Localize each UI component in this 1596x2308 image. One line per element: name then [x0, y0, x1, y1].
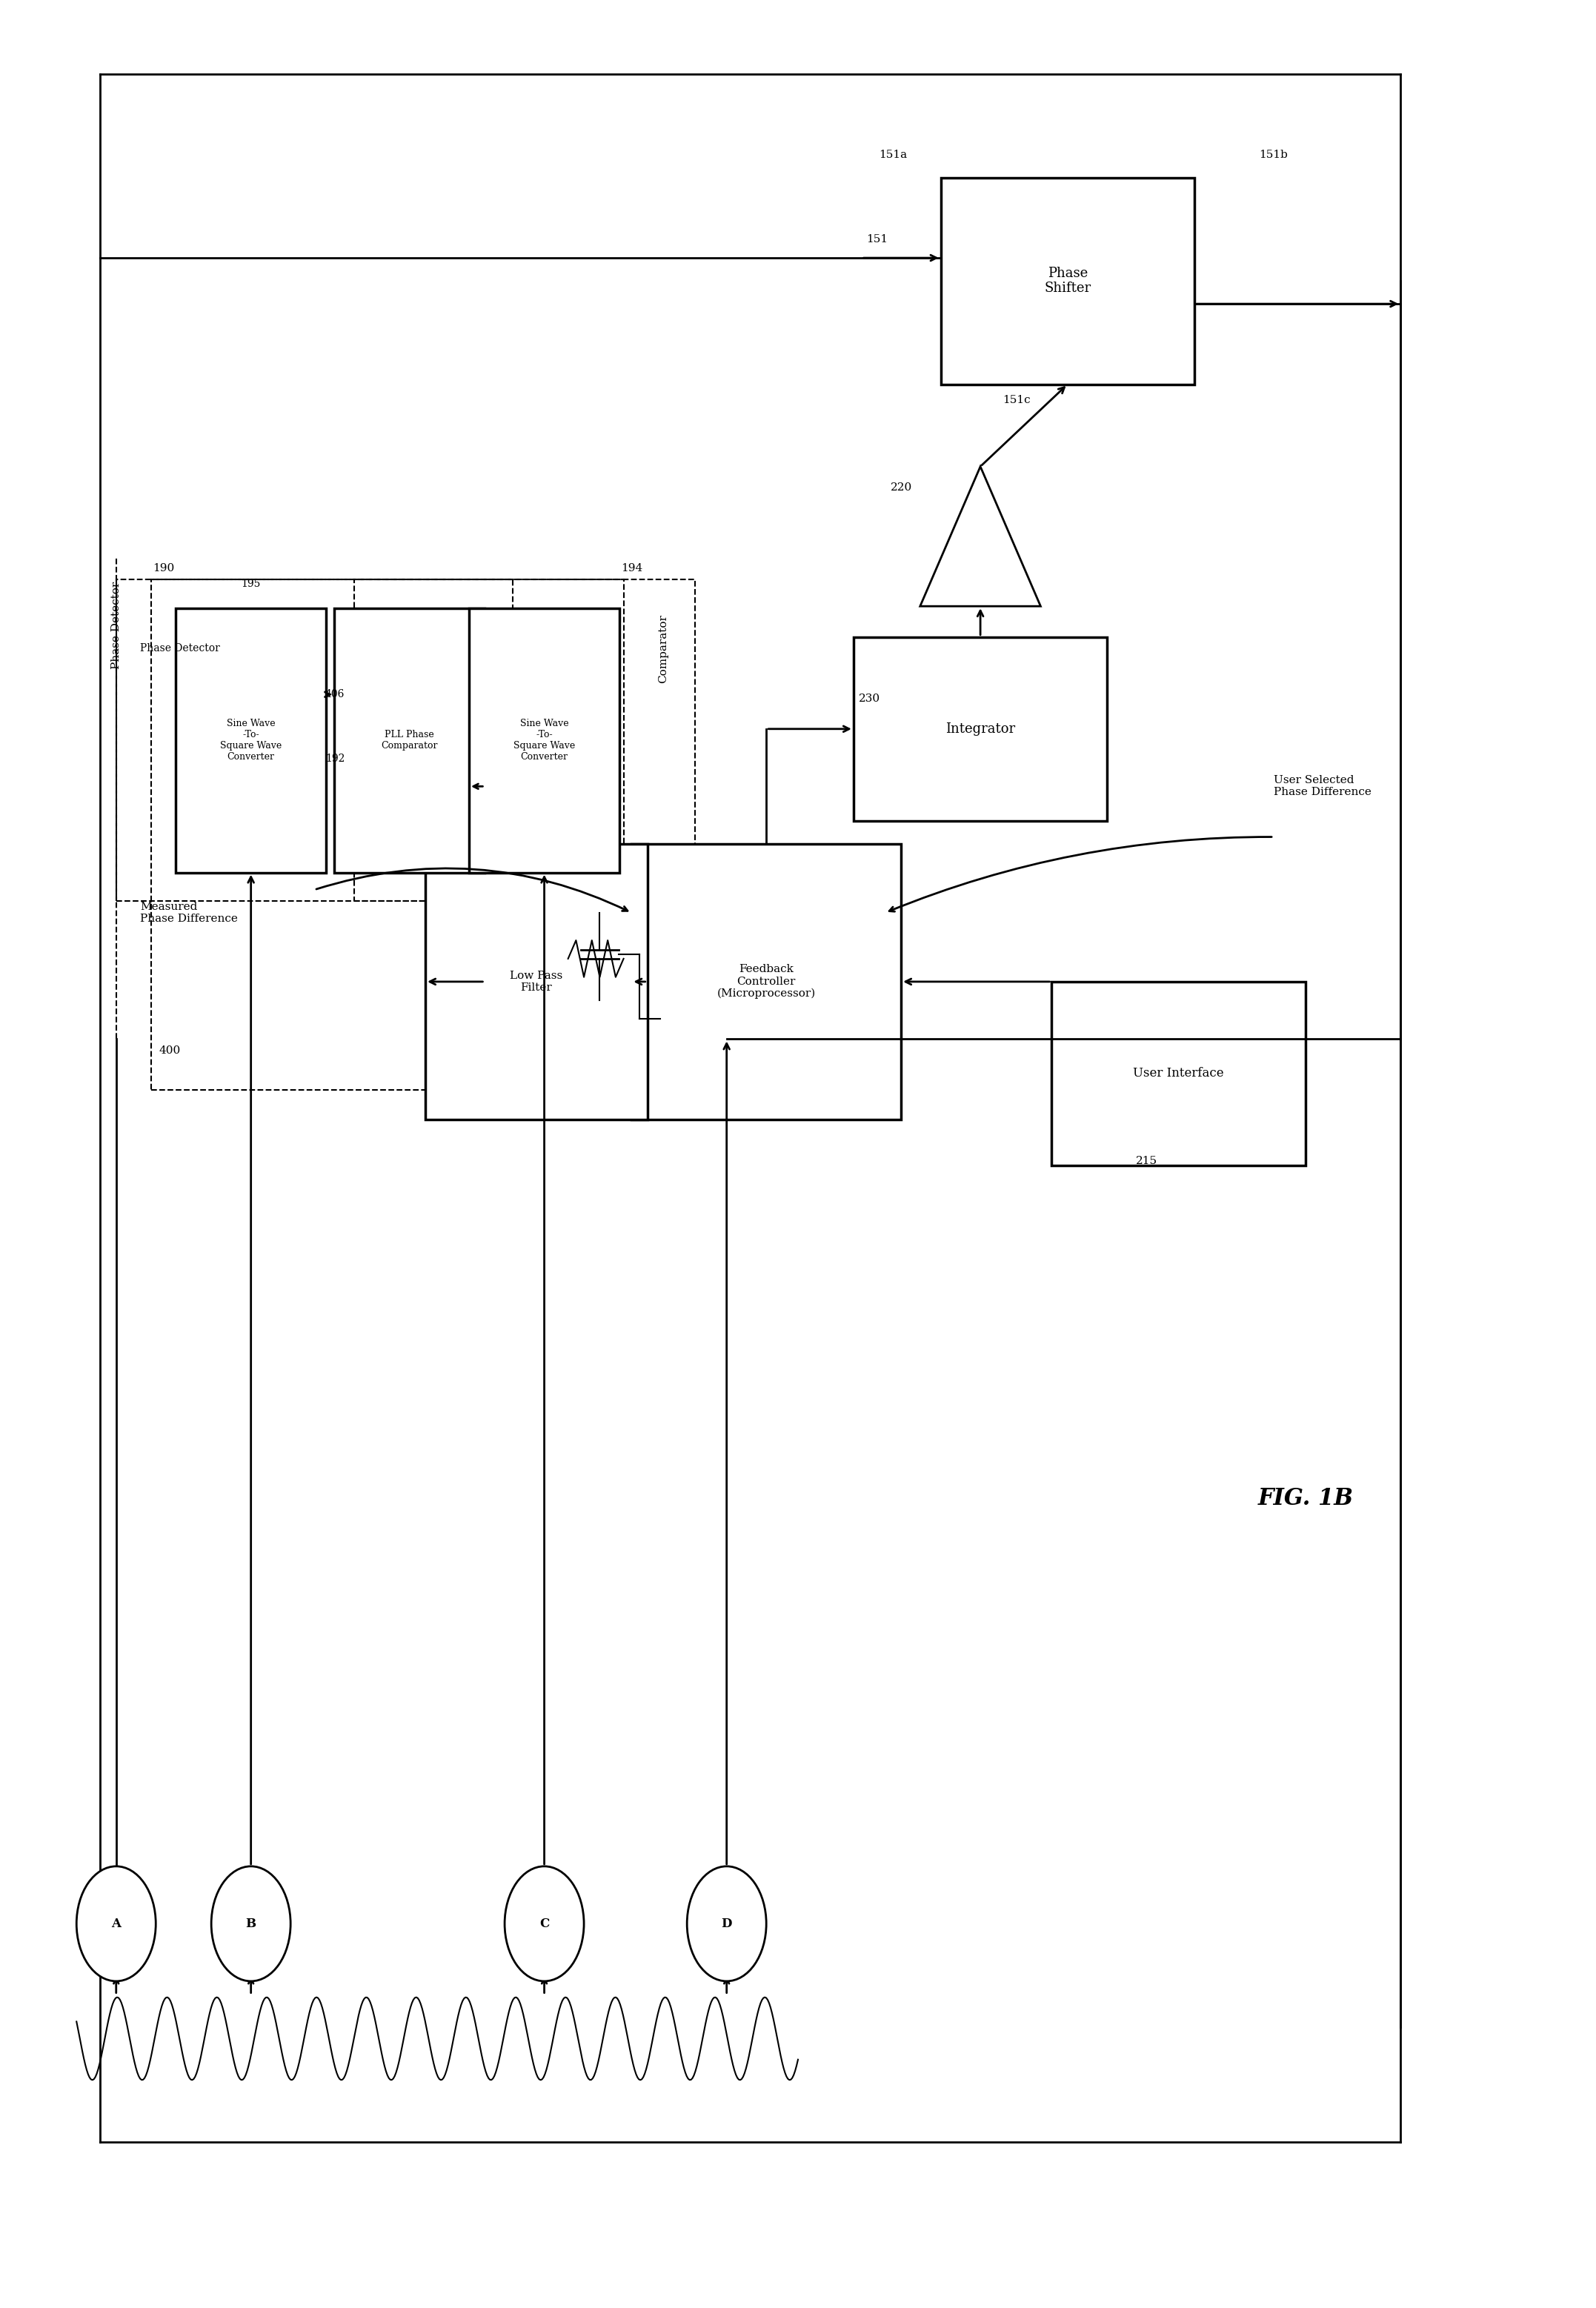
Bar [940, 178, 1194, 383]
Text: Feedback
Controller
(Microprocessor): Feedback Controller (Microprocessor) [717, 965, 816, 999]
Bar [334, 609, 485, 872]
Bar [854, 637, 1108, 822]
Text: 151a: 151a [879, 150, 907, 159]
Text: User Interface: User Interface [1133, 1066, 1224, 1080]
Text: 220: 220 [891, 482, 911, 494]
Bar [1052, 981, 1306, 1166]
Text: 195: 195 [241, 579, 260, 589]
Circle shape [211, 1867, 290, 1980]
Bar [354, 579, 624, 900]
Text: D: D [721, 1918, 733, 1929]
Text: FIG. 1B: FIG. 1B [1258, 1486, 1353, 1509]
Text: C: C [539, 1918, 549, 1929]
Bar [152, 579, 694, 1089]
Text: User Selected
Phase Difference: User Selected Phase Difference [1274, 775, 1371, 799]
Text: 194: 194 [621, 563, 642, 572]
Circle shape [686, 1867, 766, 1980]
Bar [117, 579, 512, 900]
Text: Sine Wave
-To-
Square Wave
Converter: Sine Wave -To- Square Wave Converter [220, 718, 282, 762]
Bar [469, 609, 619, 872]
Text: 210: 210 [629, 1046, 650, 1055]
Text: Integrator: Integrator [945, 722, 1015, 736]
Text: Measured
Phase Difference: Measured Phase Difference [140, 902, 238, 923]
Circle shape [77, 1867, 156, 1980]
Polygon shape [921, 466, 1041, 607]
Bar [632, 845, 902, 1119]
Text: 230: 230 [859, 695, 879, 704]
Text: 406: 406 [326, 690, 345, 699]
Text: 190: 190 [153, 563, 174, 572]
Text: 400: 400 [160, 1046, 180, 1055]
Text: 151b: 151b [1259, 150, 1288, 159]
Circle shape [504, 1867, 584, 1980]
Text: Low Pass
Filter: Low Pass Filter [511, 969, 563, 992]
Text: 151: 151 [867, 235, 887, 245]
Text: Phase Detector: Phase Detector [140, 644, 220, 653]
Text: 215: 215 [1136, 1156, 1157, 1166]
Text: Phase
Shifter: Phase Shifter [1044, 265, 1092, 295]
Text: 192: 192 [326, 755, 345, 764]
Text: Phase Detector: Phase Detector [112, 582, 121, 669]
Text: B: B [246, 1918, 257, 1929]
Text: PLL Phase
Comparator: PLL Phase Comparator [381, 729, 437, 750]
Bar [176, 609, 326, 872]
Bar [426, 845, 648, 1119]
Text: A: A [112, 1918, 121, 1929]
Text: 200: 200 [423, 866, 444, 877]
Text: Comparator: Comparator [658, 614, 669, 683]
Text: 151c: 151c [1002, 395, 1031, 406]
Text: Sine Wave
-To-
Square Wave
Converter: Sine Wave -To- Square Wave Converter [514, 718, 575, 762]
